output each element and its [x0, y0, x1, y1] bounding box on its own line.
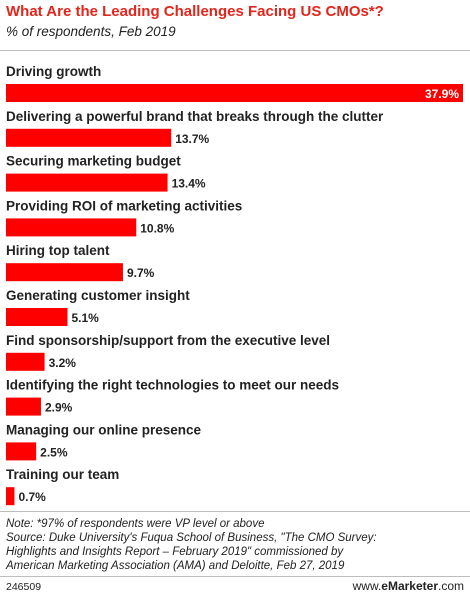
bar [6, 487, 15, 506]
value-label: 2.9% [45, 401, 73, 415]
value-label: 5.1% [71, 311, 99, 325]
category-label: Hiring top talent [6, 243, 110, 258]
bar-chart: Driving growth 37.9% Delivering a powerful… [6, 64, 463, 506]
category-label: Providing ROI of marketing activities [6, 198, 242, 213]
source-line: Highlights and Insights Report – Februar… [6, 546, 344, 558]
value-label: 13.4% [172, 177, 206, 191]
value-label: 37.9% [425, 87, 459, 101]
chart-subtitle: % of respondents, Feb 2019 [6, 24, 176, 39]
value-label: 10.8% [140, 221, 174, 235]
note-line: Note: *97% of respondents were VP level … [6, 518, 265, 530]
top-divider [0, 50, 470, 51]
brand-logo[interactable]: www.eMarketer.com [353, 579, 464, 593]
value-label: 0.7% [18, 490, 46, 504]
source-line: American Marketing Association (AMA) and… [6, 560, 345, 572]
bar [6, 442, 37, 461]
category-label: Training our team [6, 467, 119, 482]
category-label: Find sponsorship/support from the execut… [6, 333, 330, 348]
value-label: 2.5% [40, 445, 68, 459]
category-label: Driving growth [6, 64, 101, 79]
bar [6, 308, 68, 326]
bar [6, 128, 172, 147]
value-label: 3.2% [49, 356, 77, 370]
brand-suffix: .com [437, 579, 464, 593]
chart-title: What Are the Leading Challenges Facing U… [6, 3, 384, 20]
bar [6, 397, 41, 416]
footer-divider [0, 576, 470, 577]
bar [6, 218, 137, 237]
chart-id: 246509 [6, 581, 42, 593]
chart-notes: Note: *97% of respondents were VP level … [6, 517, 466, 573]
category-label: Identifying the right technologies to me… [6, 378, 339, 393]
category-label: Managing our online presence [6, 422, 202, 437]
brand-prefix: www. [352, 579, 382, 593]
bar [6, 263, 123, 282]
bottom-divider [0, 511, 470, 512]
category-label: Generating customer insight [6, 288, 190, 303]
brand-name: eMarketer [381, 579, 438, 593]
source-line: Source: Duke University's Fuqua School o… [6, 532, 377, 544]
value-label: 13.7% [175, 132, 209, 146]
bar [6, 173, 168, 192]
bar [6, 84, 463, 102]
category-label: Securing marketing budget [6, 154, 181, 169]
value-label: 9.7% [127, 266, 155, 280]
category-label: Delivering a powerful brand that breaks … [6, 109, 384, 124]
bar [6, 352, 45, 371]
